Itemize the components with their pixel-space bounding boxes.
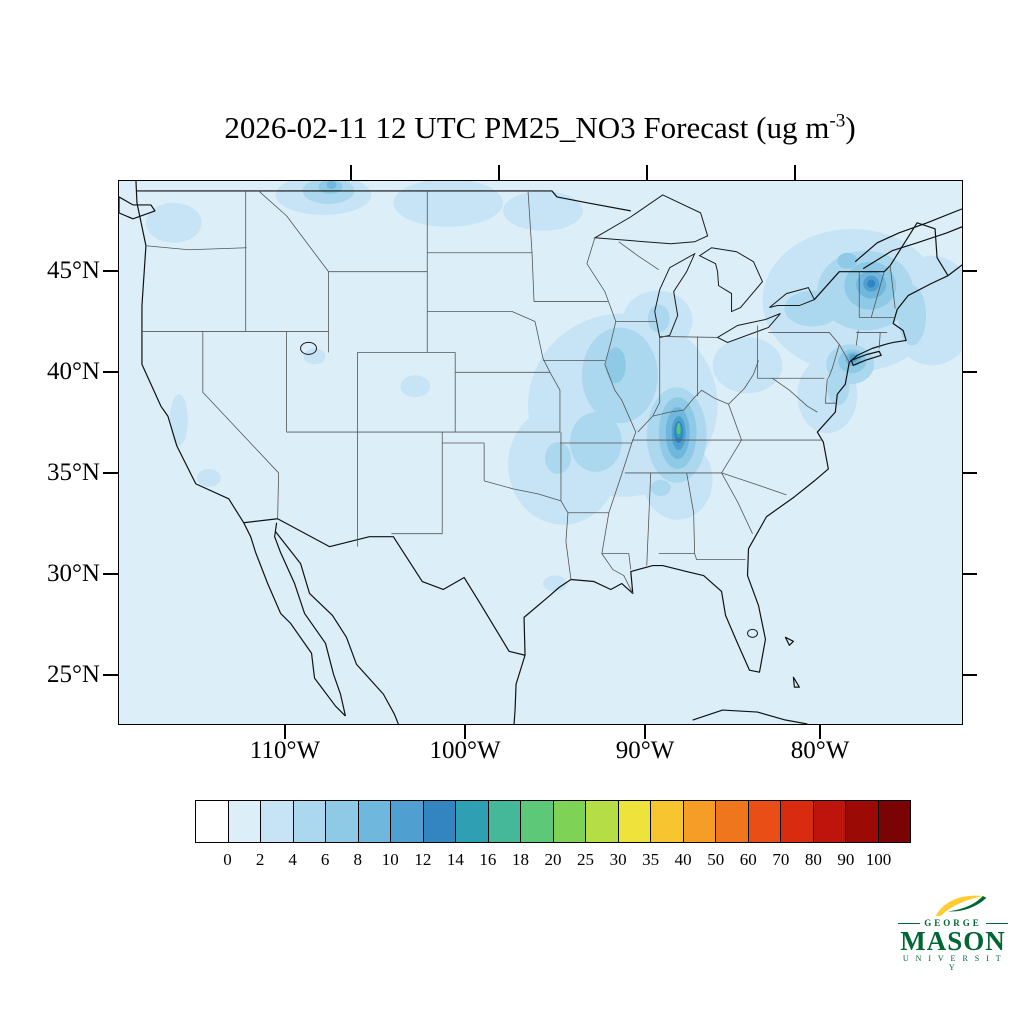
axis-tick — [103, 371, 118, 373]
colorbar-tick-label: 50 — [707, 850, 725, 869]
axis-tick — [646, 165, 648, 180]
colorbar-tick-label: 60 — [739, 850, 757, 869]
axis-tick — [962, 674, 977, 676]
lat-axis-label: 25°N — [46, 661, 100, 688]
colorbar-tick-label: 8 — [353, 850, 362, 869]
gmu-logo-george-row: GEORGE — [898, 918, 1009, 928]
colorbar-cell — [716, 801, 749, 842]
us-forecast-map-svg — [119, 181, 962, 724]
colorbar-cell — [293, 801, 326, 842]
colorbar-cell — [456, 801, 489, 842]
axis-tick — [819, 724, 821, 739]
lat-axis-label: 45°N — [46, 257, 100, 284]
lat-axis-label: 40°N — [46, 358, 100, 385]
colorbar-tick-label: 14 — [446, 850, 464, 869]
colorbar-tick-label: 30 — [609, 850, 627, 869]
colorbar-tick-label: 35 — [642, 850, 660, 869]
axis-tick — [498, 165, 500, 180]
gmu-logo-george: GEORGE — [924, 918, 982, 928]
colorbar-cell — [813, 801, 846, 842]
figure-title-exponent: -3 — [829, 110, 846, 132]
colorbar-cell — [618, 801, 651, 842]
colorbar-tick-label: 2 — [255, 850, 265, 869]
axis-tick — [962, 270, 977, 272]
colorbar-cell — [586, 801, 619, 842]
lat-axis-label: 30°N — [46, 560, 100, 587]
colorbar-tick-label: 90 — [837, 850, 855, 869]
state-borders — [141, 190, 896, 594]
gmu-logo-university: U N I V E R S I T Y — [902, 954, 1004, 972]
colorbar-tick-label: 40 — [674, 850, 692, 869]
lon-axis-label: 100°W — [429, 737, 501, 764]
gmu-leaf-icon — [935, 895, 987, 916]
axis-tick — [962, 472, 977, 474]
colorbar-tick-label: 16 — [479, 850, 497, 869]
axis-tick — [464, 724, 466, 739]
colorbar-cell — [423, 801, 456, 842]
logo-rule — [898, 922, 921, 924]
colorbar-cell — [358, 801, 391, 842]
colorbar-tick-label: 70 — [772, 850, 790, 869]
gmu-logo-mason: MASON — [900, 926, 1006, 956]
axis-tick — [103, 270, 118, 272]
axis-tick — [962, 371, 977, 373]
colorbar-cell — [683, 801, 716, 842]
colorbar-cell — [878, 801, 910, 842]
colorbar-tick-label: 4 — [288, 850, 297, 869]
gmu-logo-university-row: U N I V E R S I T Y — [898, 954, 1008, 972]
axis-tick — [284, 724, 286, 739]
figure-title: 2026-02-11 12 UTC PM25_NO3 Forecast (ug … — [90, 110, 990, 146]
lon-axis-label: 80°W — [790, 737, 850, 764]
axis-tick — [962, 573, 977, 575]
colorbar-tick-label: 12 — [414, 850, 432, 869]
colorbar-tick-label: 20 — [544, 850, 562, 869]
axis-tick — [644, 724, 646, 739]
colorbar-cell — [846, 801, 879, 842]
axis-tick — [103, 472, 118, 474]
colorbar-cell — [781, 801, 814, 842]
gmu-logo: GEORGE MASON U N I V E R S I T Y — [898, 893, 1009, 972]
great-lakes — [300, 194, 816, 638]
colorbar-cell — [326, 801, 359, 842]
colorbar-tick-label: 25 — [577, 850, 595, 869]
colorbar-cell — [391, 801, 424, 842]
axis-tick — [103, 573, 118, 575]
colorbar-labels: 0 2 4 6 8 10 12 14 16 18 20 25 30 35 40 50 60 70 80 90 100 — [195, 848, 911, 874]
colorbar-cell — [521, 801, 554, 842]
coastlines — [119, 181, 962, 724]
map-plot — [118, 180, 963, 725]
colorbar — [195, 800, 911, 843]
colorbar-cell — [748, 801, 781, 842]
axis-tick — [103, 674, 118, 676]
colorbar-tick-label: 6 — [320, 850, 330, 869]
lon-axis-label: 90°W — [615, 737, 675, 764]
axis-tick — [794, 165, 796, 180]
colorbar-tick-label: 10 — [381, 850, 399, 869]
colorbar-cell — [196, 801, 229, 842]
axis-tick — [350, 165, 352, 180]
colorbar-tick-label: 80 — [804, 850, 822, 869]
figure-title-close: ) — [845, 110, 856, 145]
colorbar-tick-label: 0 — [223, 850, 232, 869]
lon-axis-label: 110°W — [249, 737, 321, 764]
colorbar-tick-label: 100 — [865, 850, 892, 869]
colorbar-cell — [651, 801, 684, 842]
figure-title-main: 2026-02-11 12 UTC PM25_NO3 Forecast (ug … — [224, 110, 830, 145]
colorbar-cell — [261, 801, 294, 842]
colorbar-tick-label: 18 — [511, 850, 529, 869]
colorbar-cell — [553, 801, 586, 842]
colorbar-cell — [228, 801, 261, 842]
logo-rule — [985, 922, 1009, 924]
lat-axis-label: 35°N — [46, 459, 100, 486]
colorbar-cell — [488, 801, 521, 842]
